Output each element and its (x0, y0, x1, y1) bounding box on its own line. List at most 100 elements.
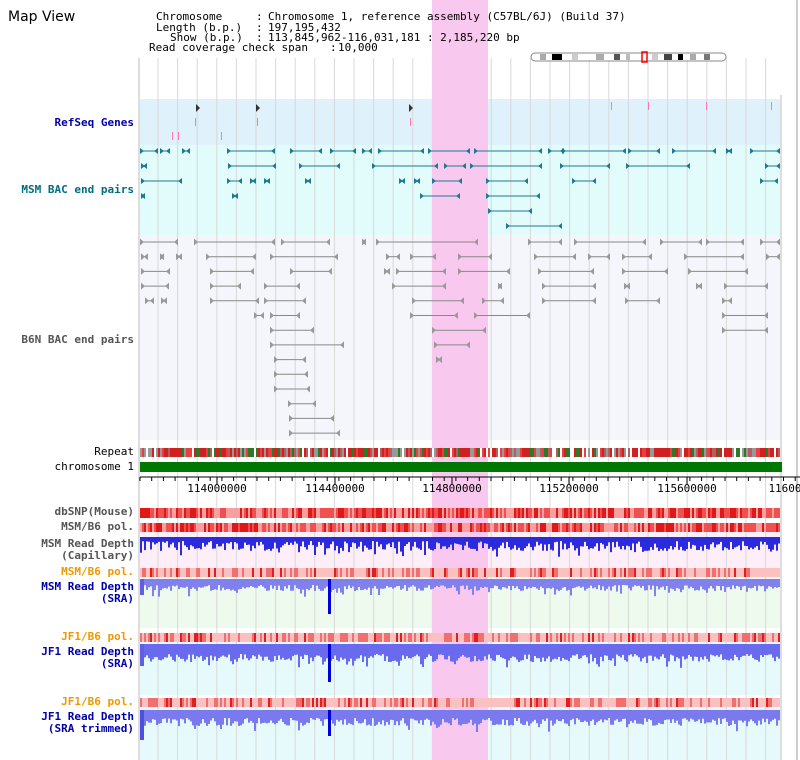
msm-depth-sra-bar (754, 579, 756, 587)
msm-pol-2-mark (478, 568, 480, 577)
jf1-pol-2-mark (572, 698, 574, 707)
dbsnp-mark (762, 508, 764, 518)
jf1-depth-bar (246, 644, 248, 659)
msm-pol-2-mark (524, 568, 526, 577)
jf1-depth-bar (358, 644, 360, 659)
jf1-pol-mark (212, 633, 214, 642)
msm-pol-mark (632, 523, 634, 532)
jf1-pol-mark (336, 633, 338, 642)
msm-depth-sra-bar-spike (328, 579, 331, 614)
dbsnp-mark (348, 508, 350, 518)
repeat-mark (642, 448, 644, 457)
jf1-pol-2-mark (230, 698, 232, 707)
msm-depth-sra-bar (408, 579, 410, 588)
dbsnp-mark (522, 508, 524, 518)
msm-depth-capillary-bar (774, 537, 776, 545)
jf1-depth-bar (188, 644, 190, 655)
repeat-mark (200, 448, 202, 457)
msm-depth-capillary-bar (708, 537, 710, 550)
repeat-mark (462, 448, 464, 457)
jf1-pol-mark (580, 633, 582, 642)
jf1-trim-bar (488, 710, 490, 719)
jf1-pol-mark (482, 633, 484, 642)
repeat-mark (712, 448, 714, 457)
msm-depth-capillary-bar (686, 537, 688, 550)
jf1-depth-bar (758, 644, 760, 662)
msm-depth-capillary-bar (472, 537, 474, 549)
msm-bac-end (372, 163, 376, 169)
jf1-trim-bar (618, 710, 620, 722)
msm-bac-end (160, 148, 164, 154)
repeat-mark (756, 448, 758, 457)
msm-depth-capillary-bar (640, 537, 642, 547)
msm-pol-2-mark (604, 568, 606, 577)
jf1-depth-bar (454, 644, 456, 665)
jf1-depth-bar (220, 644, 222, 657)
msm-pol-mark (314, 523, 316, 532)
dbsnp-mark (640, 508, 642, 518)
msm-depth-sra-bar (434, 579, 436, 588)
repeat-mark (238, 448, 240, 457)
msm-depth-capillary-bar (628, 537, 630, 547)
jf1-trim-bar (346, 710, 348, 725)
dbsnp-mark (180, 508, 182, 518)
jf1-trim-bar (292, 710, 294, 721)
jf1-trim-bar (150, 710, 152, 723)
msm-pol-2-mark (220, 568, 222, 577)
msm-pol-2-mark (250, 568, 252, 577)
msm-depth-sra-bar (246, 579, 248, 588)
msm-pol-mark (216, 523, 218, 532)
msm-pol-mark (194, 523, 196, 532)
jf1-trim-bar (588, 710, 590, 726)
repeat-mark (568, 448, 570, 457)
msm-depth-sra-bar (280, 579, 282, 591)
dbsnp-mark (340, 508, 342, 518)
jf1-pol-mark (712, 633, 714, 642)
jf1-pol-mark (272, 633, 274, 642)
repeat-mark (204, 448, 206, 457)
b6n-bac-end (688, 267, 692, 275)
jf1-pol-2-mark (144, 698, 146, 707)
msm-depth-capillary-bar (770, 537, 772, 552)
jf1-pol-mark (682, 633, 684, 642)
refseq-gene-tick (178, 132, 179, 140)
jf1-pol-2-mark (734, 698, 736, 707)
jf1-trim-bar (282, 710, 284, 723)
jf1-pol-mark (690, 633, 692, 642)
msm-depth-sra-bar (576, 579, 578, 587)
jf1-depth-bar (686, 644, 688, 659)
jf1-trim-bar (144, 710, 146, 726)
jf1-pol-mark (648, 633, 650, 642)
jf1-depth-bar (740, 644, 742, 658)
jf1-pol-mark (240, 633, 242, 642)
msm-pol-2-mark (564, 568, 566, 577)
msm-depth-sra-label-1: MSM Read Depth (41, 580, 134, 593)
dbsnp-mark (546, 508, 548, 518)
jf1-pol-2-mark (632, 698, 634, 707)
jf1-pol-mark (658, 633, 660, 642)
jf1-pol-mark (622, 633, 624, 642)
jf1-trim-bar (608, 710, 610, 719)
jf1-pol-2-mark (582, 698, 584, 707)
msm-pol-mark (176, 523, 178, 532)
dbsnp-mark (236, 508, 238, 518)
repeat-mark (488, 448, 490, 457)
jf1-pol-2-mark (304, 698, 306, 707)
dbsnp-mark (688, 508, 690, 518)
jf1-trim-bar (650, 710, 652, 721)
jf1-trim-bar (352, 710, 354, 725)
msm-depth-capillary-bar (720, 537, 722, 542)
jf1-pol-mark (730, 633, 732, 642)
msm-depth-sra-bar (220, 579, 222, 591)
b6n-bac-end (438, 356, 442, 364)
jf1-trim-bar (664, 710, 666, 721)
msm-depth-capillary-bar (488, 537, 490, 549)
msm-depth-capillary-bar (504, 537, 506, 549)
dbsnp-mark (474, 508, 476, 518)
jf1-pol-2-mark (652, 698, 654, 707)
jf1-pol-2-mark (500, 698, 502, 707)
msm-pol-mark (372, 523, 374, 532)
b6n-bac-end (622, 267, 626, 275)
jf1-pol-2-mark (488, 698, 490, 707)
